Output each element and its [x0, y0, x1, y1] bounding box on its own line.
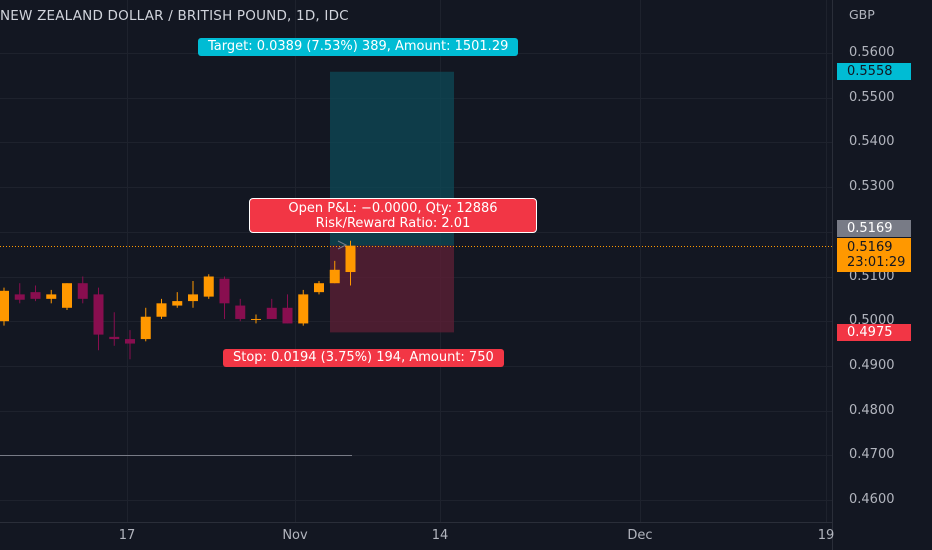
candle-down — [266, 307, 277, 319]
countdown-timer: 23:01:29 — [847, 254, 906, 270]
target-label[interactable]: Target: 0.0389 (7.53%) 389, Amount: 1501… — [198, 38, 519, 56]
time-tick-label: 19 — [817, 528, 835, 543]
entry-arrow-icon — [337, 240, 348, 250]
candle-down — [109, 336, 120, 340]
time-tick-label: 17 — [118, 528, 136, 543]
time-tick-label: Nov — [282, 528, 308, 543]
currency-label: GBP — [849, 7, 875, 22]
candle-up — [156, 303, 167, 317]
last-price-tag: 0.5169 23:01:29 — [837, 237, 911, 272]
candles — [0, 240, 356, 360]
target-price-tag: 0.5558 — [837, 63, 911, 81]
price-tick-label: 0.4700 — [849, 447, 895, 463]
candle-up — [329, 269, 340, 284]
candle-up — [251, 318, 261, 320]
stop-label[interactable]: Stop: 0.0194 (3.75%) 194, Amount: 750 — [223, 349, 504, 367]
candle-up — [298, 294, 309, 324]
stop-price-tag: 0.4975 — [837, 323, 911, 341]
last-price-value: 0.5169 — [847, 239, 893, 255]
candle-up — [203, 276, 214, 297]
candle-up — [314, 283, 324, 293]
risk-reward-text: Risk/Reward Ratio: 2.01 — [315, 216, 471, 231]
entry-price-tag: 0.5169 — [837, 219, 911, 237]
price-tick-label: 0.5500 — [849, 89, 895, 105]
price-tick-label: 0.4900 — [849, 357, 895, 373]
candle-up — [140, 316, 151, 340]
candle-down — [14, 294, 25, 300]
candle-up — [188, 294, 198, 302]
candle-up — [46, 294, 57, 299]
candle-down — [93, 294, 104, 335]
candle-down — [235, 305, 246, 319]
time-tick-label: 14 — [431, 528, 449, 543]
price-tick-label: 0.5400 — [849, 134, 895, 150]
candle-up — [0, 290, 9, 322]
time-tick-label: Dec — [627, 528, 653, 543]
candle-down — [219, 278, 230, 304]
candle-down — [125, 339, 135, 344]
candle-down — [282, 307, 293, 324]
chart-title: NEW ZEALAND DOLLAR / BRITISH POUND, 1D, … — [0, 8, 349, 24]
open-pnl-text: Open P&L: −0.0000, Qty: 12886 — [288, 201, 498, 216]
candle-up — [172, 301, 183, 306]
price-tick-label: 0.4800 — [849, 402, 895, 418]
price-tick-label: 0.5100 — [849, 268, 895, 284]
price-tick-label: 0.5600 — [849, 45, 895, 60]
open-pnl-box[interactable]: Open P&L: −0.0000, Qty: 12886 Risk/Rewar… — [249, 198, 537, 233]
candle-down — [77, 283, 88, 299]
candle-up — [62, 283, 72, 308]
candle-down — [30, 292, 41, 299]
chart-overlay — [0, 240, 832, 456]
candle-up — [345, 245, 356, 273]
price-tick-label: 0.4600 — [849, 492, 895, 507]
price-tick-label: 0.5300 — [849, 179, 895, 195]
